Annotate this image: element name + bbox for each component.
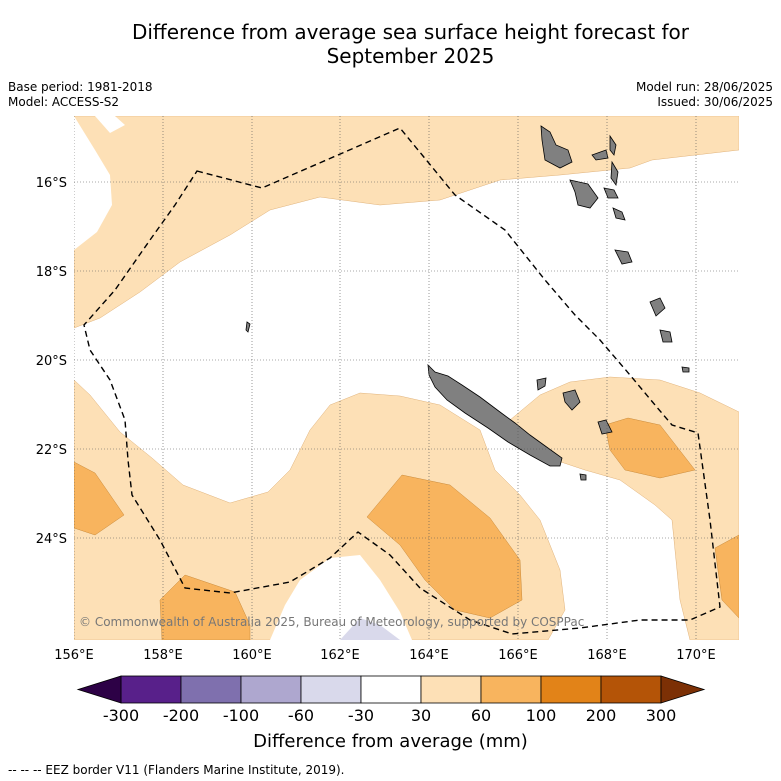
land-chesterfield <box>245 321 251 333</box>
colorbar-segment <box>600 675 662 704</box>
colorbar-segment <box>120 675 182 704</box>
land-fiji-west-1 <box>649 297 666 317</box>
anomaly-region-strong-far-east <box>714 534 739 619</box>
land-vanuatu-8 <box>614 249 633 265</box>
graticule <box>74 116 739 640</box>
eez-border <box>83 127 721 635</box>
lat-label: 22°S <box>36 443 67 458</box>
lat-label: 20°S <box>36 354 67 369</box>
colorbar-tick-label: 200 <box>585 706 617 725</box>
lon-label: 164°E <box>409 648 449 663</box>
map-area: © Commonwealth of Australia 2025, Bureau… <box>74 116 739 640</box>
map-title-line2: September 2025 <box>326 44 495 68</box>
eez-legend-text: -- -- -- EEZ border V11 (Flanders Marine… <box>8 763 345 777</box>
map-title: Difference from average sea surface heig… <box>0 20 781 68</box>
base-period-text: Base period: 1981-2018 <box>8 80 153 94</box>
colorbar-tick-label: 60 <box>470 706 492 725</box>
colorbar-segment <box>540 675 602 704</box>
anomaly-region-strong-east <box>604 417 696 479</box>
copyright-text: © Commonwealth of Australia 2025, Bureau… <box>79 615 584 629</box>
colorbar-over-arrow <box>660 675 706 704</box>
colorbar-segment <box>300 675 362 704</box>
land-vanuatu-6 <box>603 187 619 199</box>
land-loyalty-2 <box>597 419 613 435</box>
lon-label: 162°E <box>320 648 360 663</box>
colorbar-segment <box>360 675 422 704</box>
lat-label: 24°S <box>36 532 67 547</box>
colorbar-tick-label: 30 <box>410 706 432 725</box>
issued-text: Issued: 30/06/2025 <box>657 95 773 109</box>
lon-label: 166°E <box>498 648 538 663</box>
colorbar-tick-label: -300 <box>102 706 140 725</box>
land-new-caledonia <box>427 363 563 467</box>
land-layer <box>245 125 690 481</box>
anomaly-region-negative <box>340 618 400 640</box>
land-islet-3 <box>536 377 547 391</box>
lon-label: 168°E <box>587 648 627 663</box>
lat-label: 16°S <box>36 176 67 191</box>
longitude-labels: 156°E 158°E 160°E 162°E 164°E 166°E 168°… <box>54 648 716 663</box>
lon-label: 156°E <box>54 648 94 663</box>
anomaly-region-strong-west <box>74 461 125 536</box>
colorbar-segment <box>240 675 302 704</box>
map-title-line1: Difference from average sea surface heig… <box>131 20 690 44</box>
land-islet-1 <box>681 366 690 373</box>
colorbar-tick-label: -30 <box>347 706 375 725</box>
colorbar-tick-label: -60 <box>287 706 315 725</box>
meta-right: Model run: 28/06/2025 Issued: 30/06/2025 <box>636 80 773 110</box>
land-vanuatu-5 <box>610 160 619 187</box>
lat-label: 18°S <box>36 265 67 280</box>
model-text: Model: ACCESS-S2 <box>8 95 120 109</box>
colorbar-tick-label: 300 <box>645 706 677 725</box>
colorbar-tick-label: -100 <box>222 706 260 725</box>
colorbar-segment <box>420 675 482 704</box>
land-islet-2 <box>579 473 587 481</box>
land-vanuatu-7 <box>612 207 626 221</box>
colorbar-segment <box>480 675 542 704</box>
meta-left: Base period: 1981-2018 Model: ACCESS-S2 <box>8 80 153 110</box>
white-notch-northwest-2 <box>95 116 125 133</box>
model-run-text: Model run: 28/06/2025 <box>635 80 773 94</box>
anomaly-region-north <box>74 116 739 329</box>
anomaly-region-east <box>509 376 739 640</box>
lon-label: 158°E <box>143 648 183 663</box>
anomaly-region-strong-center <box>366 474 523 619</box>
colorbar-tick-label: 100 <box>525 706 557 725</box>
land-vanuatu-2 <box>569 179 599 209</box>
colorbar-tick-label: -200 <box>162 706 200 725</box>
colorbar <box>76 675 706 704</box>
colorbar-under-arrow <box>76 675 122 704</box>
colorbar-segment <box>180 675 242 704</box>
lon-label: 170°E <box>676 648 716 663</box>
land-fiji-west-2 <box>659 329 673 343</box>
colorbar-title: Difference from average (mm) <box>253 731 528 752</box>
latitude-labels: 16°S 18°S 20°S 22°S 24°S <box>36 176 67 547</box>
white-notch-northwest <box>74 116 112 250</box>
land-vanuatu-4 <box>609 134 617 156</box>
white-region-south <box>270 555 412 640</box>
land-loyalty-1 <box>562 389 581 411</box>
land-vanuatu-1 <box>540 125 573 169</box>
land-vanuatu-3 <box>591 149 609 161</box>
lon-label: 160°E <box>232 648 272 663</box>
